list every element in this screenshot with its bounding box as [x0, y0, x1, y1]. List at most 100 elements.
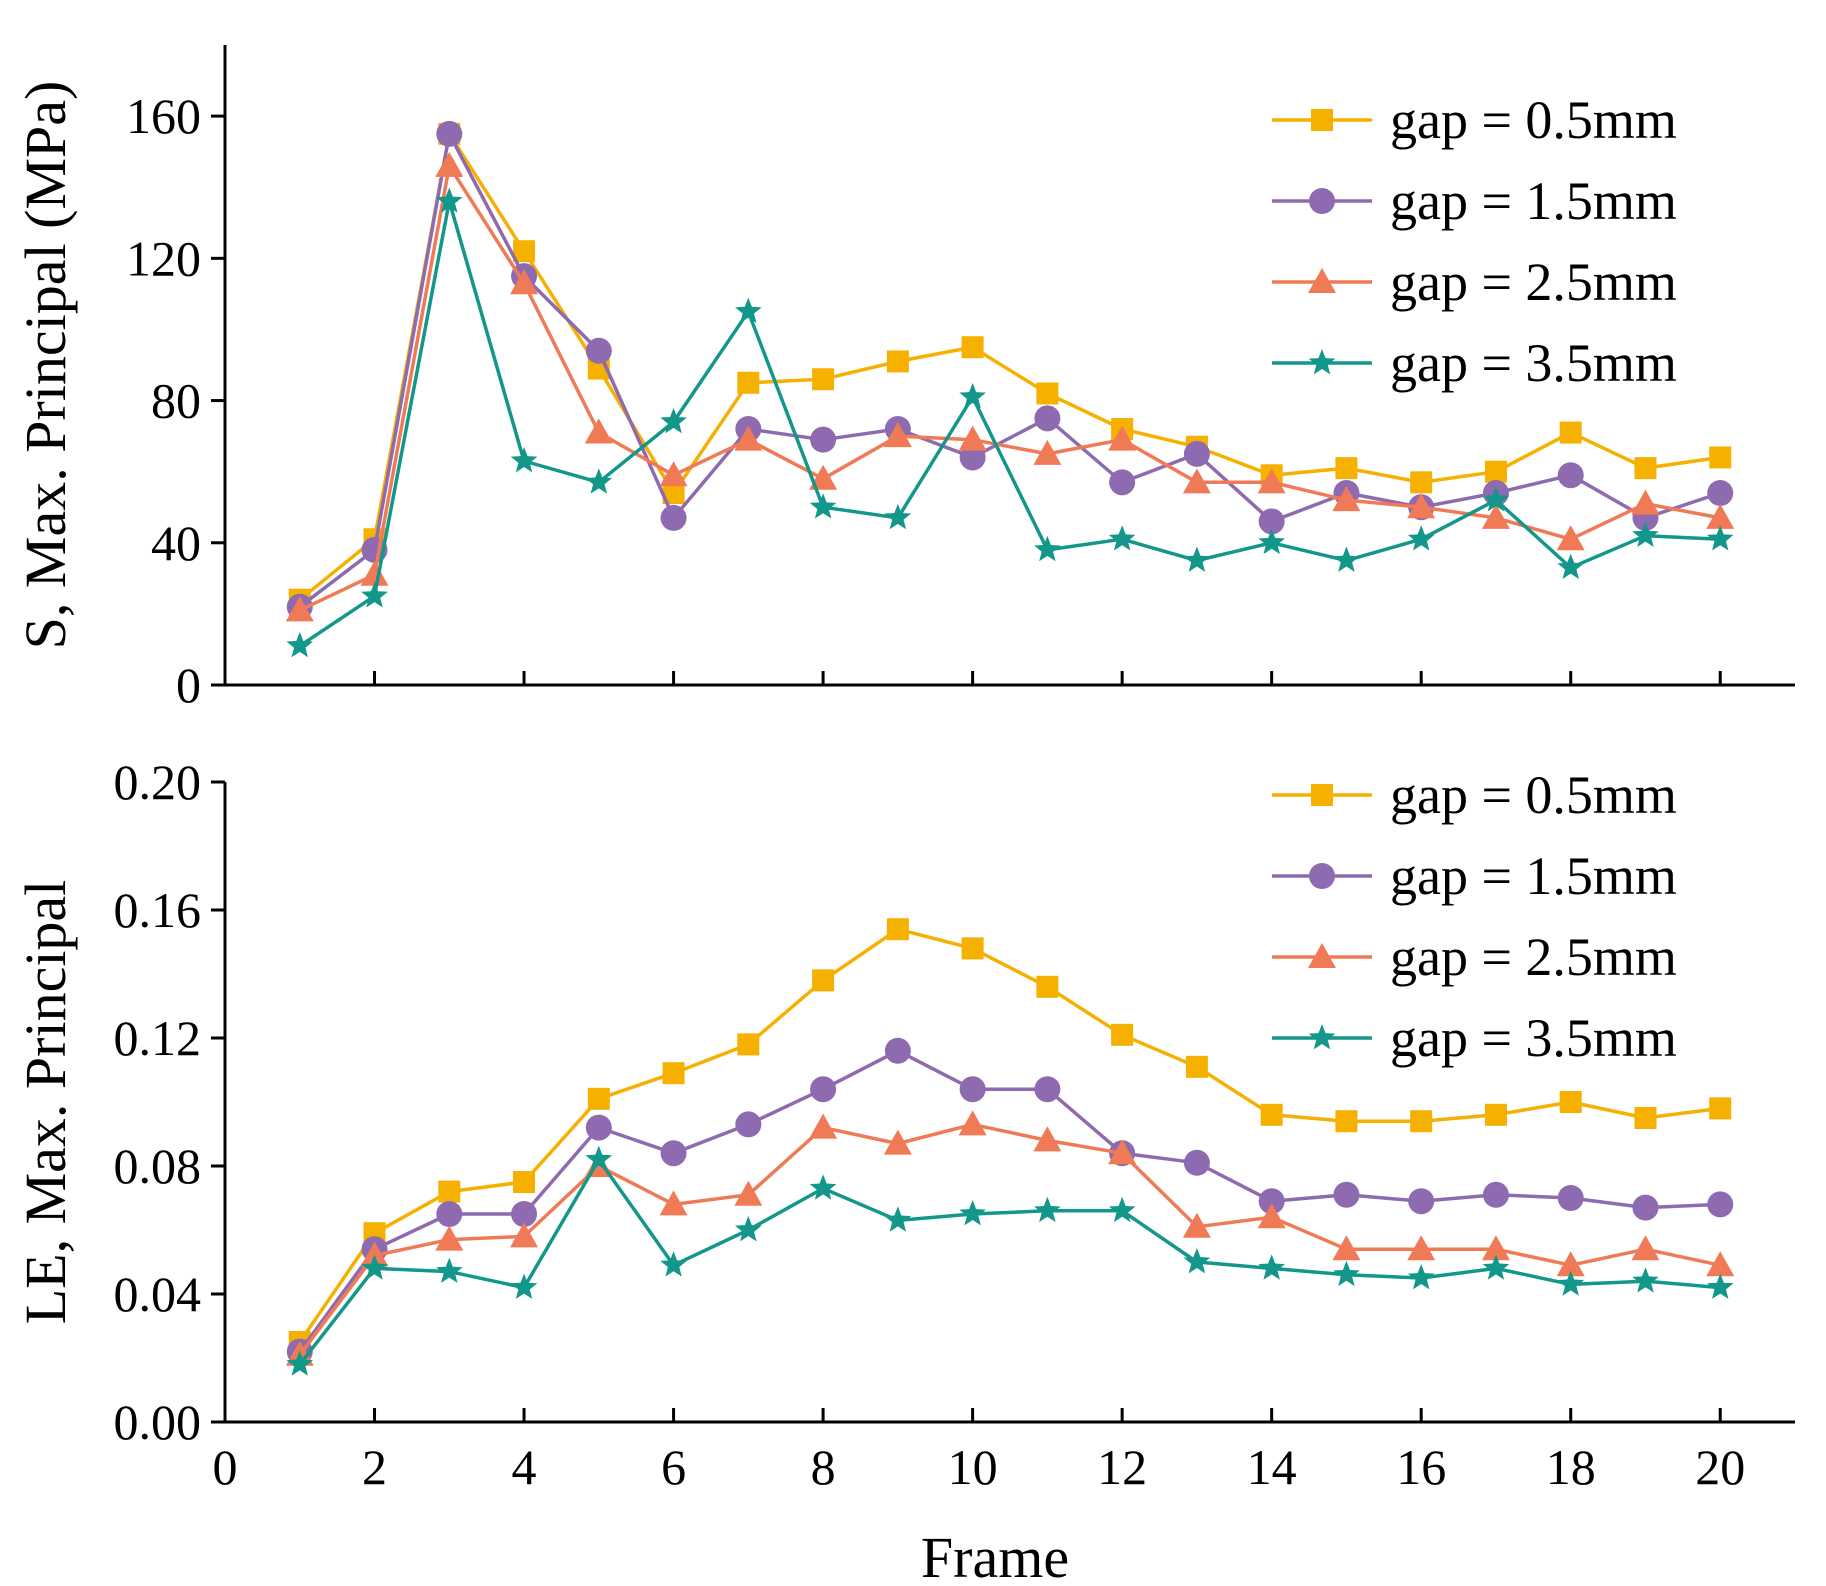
data-point: [1706, 1273, 1734, 1299]
data-point: [435, 151, 464, 177]
x-tick-label: 12: [1097, 1439, 1147, 1495]
data-point: [1557, 462, 1584, 489]
legend: gap = 0.5mm gap = 1.5mm gap = 2.5mm gap = 3…: [1272, 765, 1677, 1068]
data-point: [584, 418, 613, 444]
data-point: [735, 1111, 762, 1138]
data-point: [587, 1087, 610, 1110]
data-point: [1034, 1076, 1061, 1103]
legend-label: gap = 3.5mm: [1390, 1008, 1677, 1068]
data-point: [510, 1273, 538, 1299]
data-point: [737, 371, 760, 394]
data-point: [1407, 1235, 1436, 1261]
data-point: [959, 1076, 986, 1103]
data-point: [959, 444, 986, 471]
y-tick-label: 160: [126, 88, 201, 144]
data-point: [1111, 1023, 1134, 1046]
data-point: [1332, 1235, 1361, 1261]
series-gap-3-5mm: [286, 1145, 1734, 1376]
series-gap-3-5mm: [286, 187, 1734, 658]
series-line: [298, 1157, 1721, 1366]
data-point: [1408, 1188, 1435, 1215]
data-point: [659, 461, 688, 487]
strain-chart: 0 2 4 6 8 10 12 14 16 18 20 0.00 0.04 0.08 0.12 0.16 0.2…: [13, 754, 1795, 1586]
data-point: [1709, 1097, 1732, 1120]
stress-chart: 0 40 80 120 160 S, Max. Principal (MPa) gap = …: [13, 45, 1795, 713]
data-point: [1706, 1251, 1735, 1277]
data-point: [1484, 460, 1507, 483]
x-axis-title: Frame: [921, 1525, 1069, 1586]
data-point: [1034, 405, 1061, 432]
y-tick-label: 0.04: [114, 1266, 202, 1322]
data-point: [1557, 1185, 1584, 1211]
data-point: [513, 240, 536, 263]
data-point: [1258, 1188, 1285, 1215]
data-point: [886, 918, 909, 941]
data-point: [1108, 1139, 1137, 1165]
data-point: [360, 1241, 389, 1267]
legend-marker: [1308, 268, 1336, 293]
series-line: [298, 927, 1721, 1343]
data-point: [1557, 553, 1585, 579]
data-point: [1332, 486, 1361, 512]
data-point: [961, 937, 984, 960]
data-point: [1707, 480, 1734, 506]
data-point: [1036, 382, 1059, 405]
data-point: [1257, 468, 1286, 494]
data-point: [812, 368, 835, 391]
data-point: [958, 425, 987, 451]
data-point: [1707, 1191, 1734, 1218]
legend-label: gap = 0.5mm: [1390, 765, 1677, 825]
data-point: [958, 1110, 987, 1136]
x-tick-label: 4: [512, 1439, 537, 1495]
data-point: [734, 1180, 763, 1206]
y-tick-label: 0.00: [114, 1394, 202, 1450]
data-point: [1033, 439, 1062, 465]
data-point: [1481, 1235, 1510, 1261]
series-gap-1-5mm: [286, 1037, 1734, 1365]
data-point: [737, 1033, 760, 1056]
data-point: [1706, 525, 1734, 551]
data-point: [1482, 486, 1510, 512]
data-point: [510, 447, 538, 473]
data-point: [435, 1225, 464, 1251]
legend-label: gap = 2.5mm: [1390, 927, 1677, 987]
legend-marker: [1309, 863, 1335, 889]
data-point: [1108, 525, 1136, 551]
data-point: [1183, 546, 1211, 572]
series-gap-2-5mm: [285, 151, 1735, 622]
data-point: [585, 337, 612, 364]
data-point: [436, 120, 463, 147]
data-point: [1182, 468, 1211, 494]
y-tick-label: 0.16: [114, 882, 202, 938]
data-point: [883, 1129, 912, 1155]
data-point: [809, 464, 838, 490]
x-tick-label: 8: [811, 1439, 836, 1495]
data-point: [1634, 1107, 1657, 1129]
data-point: [286, 1350, 314, 1376]
data-point: [1559, 421, 1582, 444]
data-point: [734, 425, 763, 451]
x-tick-label: 10: [948, 1439, 998, 1495]
x-tick-label: 2: [362, 1439, 387, 1495]
data-point: [585, 468, 613, 494]
data-point: [1185, 1055, 1208, 1078]
legend-marker: [1309, 188, 1335, 214]
data-point: [1108, 425, 1137, 451]
data-point: [1258, 528, 1285, 555]
x-tick-label: 20: [1695, 1439, 1745, 1495]
y-axis-title: S, Max. Principal (MPa): [13, 81, 78, 650]
legend-label: gap = 2.5mm: [1390, 252, 1677, 312]
data-point: [1482, 1254, 1510, 1280]
data-point: [1556, 1251, 1585, 1277]
y-tick-label: 0.20: [114, 754, 202, 810]
data-point: [660, 504, 687, 531]
data-point: [1183, 1248, 1211, 1274]
data-point: [435, 1257, 463, 1283]
data-point: [1183, 1149, 1210, 1176]
data-point: [1482, 1181, 1509, 1208]
data-point: [1182, 1212, 1211, 1238]
data-point: [361, 582, 388, 608]
data-point: [959, 1200, 986, 1226]
data-point: [1257, 1203, 1286, 1229]
